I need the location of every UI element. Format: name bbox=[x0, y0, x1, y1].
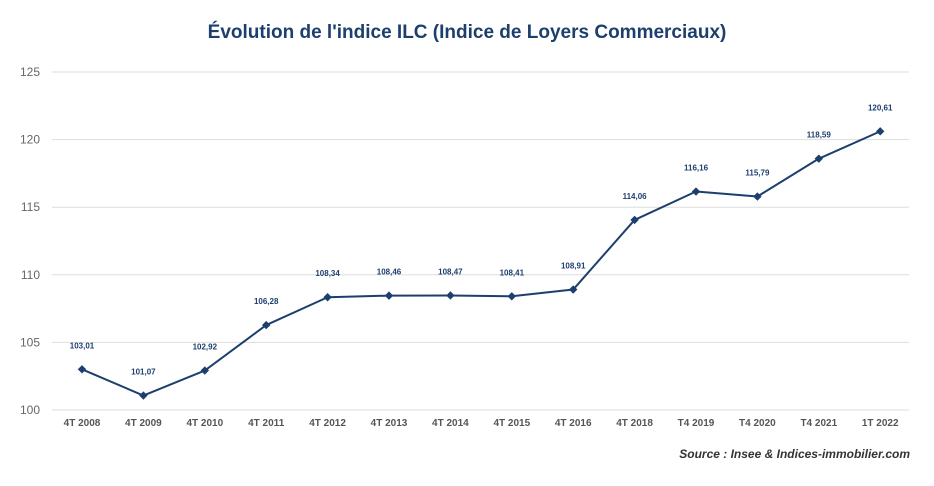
data-label: 118,59 bbox=[807, 131, 832, 140]
x-tick-label: 4T 2008 bbox=[64, 418, 101, 429]
x-tick-label: 4T 2011 bbox=[248, 418, 285, 429]
x-tick-label: 4T 2009 bbox=[125, 418, 162, 429]
y-tick-label: 105 bbox=[20, 335, 40, 349]
data-label: 115,79 bbox=[745, 169, 770, 178]
data-point bbox=[814, 154, 823, 163]
x-tick-label: 4T 2013 bbox=[371, 418, 408, 429]
y-tick-label: 115 bbox=[21, 200, 40, 214]
data-point bbox=[507, 292, 516, 301]
data-point bbox=[691, 187, 701, 196]
y-tick-label: 120 bbox=[20, 133, 40, 147]
x-tick-label: 4T 2018 bbox=[616, 418, 653, 429]
data-point bbox=[753, 192, 762, 201]
data-point bbox=[569, 285, 578, 294]
data-point bbox=[323, 293, 332, 302]
x-tick-label: T4 2019 bbox=[678, 418, 715, 429]
data-label: 108,41 bbox=[500, 268, 525, 277]
x-tick-label: T4 2020 bbox=[739, 418, 776, 429]
y-tick-label: 100 bbox=[20, 403, 40, 417]
x-tick-label: 4T 2010 bbox=[186, 418, 223, 429]
y-tick-label: 110 bbox=[21, 268, 40, 282]
x-tick-label: 4T 2015 bbox=[493, 418, 530, 429]
x-tick-label: 4T 2014 bbox=[432, 418, 469, 429]
data-point bbox=[139, 391, 148, 400]
chart-title: Évolution de l'indice ILC (Indice de Loy… bbox=[207, 22, 727, 43]
data-label: 108,91 bbox=[561, 262, 586, 271]
data-label: 108,47 bbox=[438, 267, 463, 276]
data-point bbox=[262, 320, 271, 330]
data-label: 114,06 bbox=[623, 192, 648, 201]
data-point bbox=[446, 291, 455, 300]
x-tick-label: 4T 2012 bbox=[309, 418, 346, 429]
data-label: 103,01 bbox=[70, 341, 95, 350]
data-label: 106,28 bbox=[254, 297, 279, 306]
x-tick-label: 4T 2016 bbox=[555, 418, 592, 429]
data-point bbox=[384, 291, 394, 300]
data-point bbox=[876, 127, 885, 136]
data-label: 101,07 bbox=[131, 368, 156, 377]
data-label: 116,16 bbox=[684, 164, 709, 173]
x-tick-label: 1T 2022 bbox=[862, 418, 899, 429]
data-point bbox=[630, 215, 639, 225]
data-label: 102,92 bbox=[193, 343, 218, 352]
y-tick-label: 125 bbox=[20, 65, 40, 79]
data-point bbox=[200, 366, 209, 375]
data-label: 108,34 bbox=[315, 269, 340, 278]
data-label: 108,46 bbox=[377, 268, 402, 277]
source-note: Source : Insee & Indices-immobilier.com bbox=[679, 447, 910, 461]
data-label: 120,61 bbox=[868, 103, 893, 112]
series-line bbox=[81, 130, 881, 397]
data-point bbox=[77, 365, 87, 374]
x-tick-label: T4 2021 bbox=[800, 418, 837, 429]
